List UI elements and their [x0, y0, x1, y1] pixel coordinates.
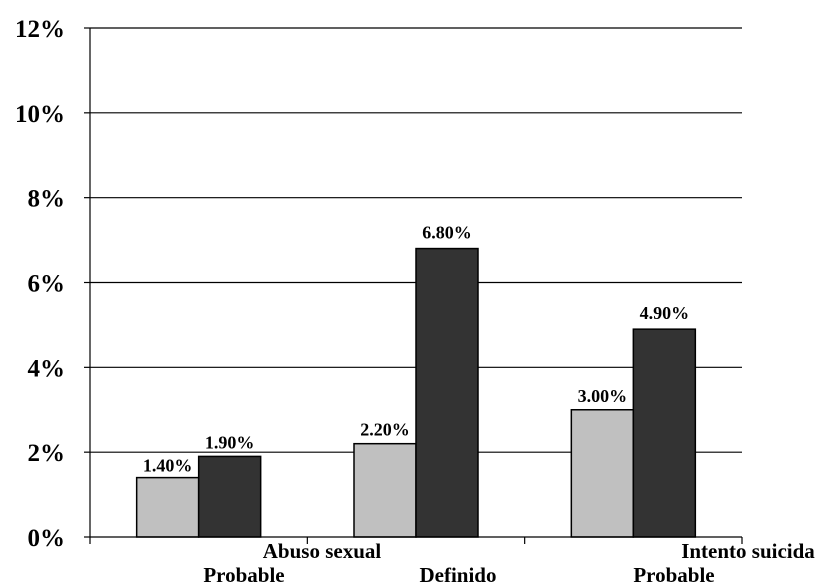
data-label-series-2-cat-1: 1.90% — [205, 432, 255, 452]
y-tick-label: 0% — [28, 525, 66, 552]
category-label-probable-2: Probable — [633, 563, 714, 587]
data-label-series-1-cat-3: 3.00% — [578, 386, 628, 406]
category-label-definido: Definido — [419, 563, 496, 587]
y-tick-label: 12% — [15, 16, 65, 43]
y-tick-label: 2% — [28, 440, 66, 467]
bar-series-1-cat-3 — [570, 409, 635, 538]
bar-series-2-cat-1 — [197, 455, 262, 538]
data-label-series-1-cat-1: 1.40% — [143, 456, 193, 476]
data-label-series-2-cat-2: 6.80% — [422, 223, 472, 243]
y-tick-labels: 0% 2% 4% 6% 8% 10% 12% — [15, 16, 90, 552]
bar-series-1-cat-1 — [135, 476, 200, 538]
y-tick-label: 6% — [28, 271, 66, 298]
y-tick-label: 8% — [28, 186, 66, 213]
x-axis-ticks — [89, 537, 743, 544]
category-label-probable-1: Probable — [203, 563, 284, 587]
data-labels: 1.40% 1.90% 2.20% 6.80% 3.00% 4.90% — [143, 223, 689, 476]
category-group-label-intento-suicida: Intento suicida — [681, 539, 815, 563]
category-group-label-abuso-sexual: Abuso sexual — [263, 539, 382, 563]
data-label-series-1-cat-2: 2.20% — [360, 420, 410, 440]
bar-series-2-cat-2 — [415, 247, 479, 538]
bar-series-1-cat-2 — [353, 442, 417, 538]
category-labels: Abuso sexual Intento suicida Probable De… — [203, 539, 815, 587]
y-tick-label: 4% — [28, 355, 66, 382]
data-label-series-2-cat-3: 4.90% — [640, 303, 690, 323]
bar-series-2-cat-3 — [632, 328, 697, 538]
y-tick-label: 10% — [15, 101, 65, 128]
bars — [135, 247, 697, 538]
